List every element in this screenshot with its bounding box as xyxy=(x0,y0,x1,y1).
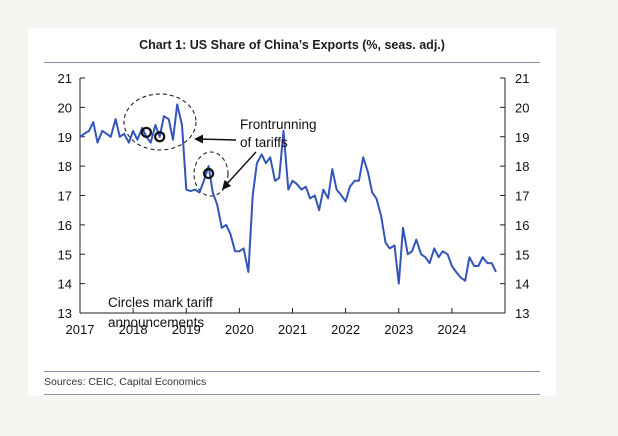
footer-divider xyxy=(44,394,540,395)
sources-divider xyxy=(44,371,540,372)
y-tick-label-left: 15 xyxy=(58,247,72,262)
x-tick-label: 2021 xyxy=(278,322,307,337)
arrowhead-lower xyxy=(222,180,231,190)
y-tick-label-right: 17 xyxy=(515,189,529,204)
frontrunning-arrow-lower xyxy=(224,151,257,187)
frontrunning-label-line2: of tariffs xyxy=(240,135,288,150)
title-divider xyxy=(44,62,540,63)
tariff-markers xyxy=(140,126,215,180)
x-tick-label: 2023 xyxy=(384,322,413,337)
tariff-marker-circle xyxy=(202,167,215,180)
circles-label-line2: announcements xyxy=(108,315,204,330)
circles-label-line1: Circles mark tariff xyxy=(108,295,213,310)
arrowhead-upper xyxy=(194,134,203,144)
sources-note: Sources: CEIC, Capital Economics xyxy=(44,376,207,388)
frontrunning-arrow-upper xyxy=(197,138,237,141)
series-line xyxy=(79,103,497,285)
x-axis-ticks: 2017 2018 2019 2020 2021 2022 2023 2024 xyxy=(66,308,506,337)
x-tick-label: 2020 xyxy=(225,322,254,337)
y-tick-label-right: 19 xyxy=(515,130,529,145)
chart-card: Chart 1: US Share of China’s Exports (%,… xyxy=(28,28,556,396)
y-tick-label-left: 17 xyxy=(58,189,72,204)
x-tick-label: 2024 xyxy=(437,322,466,337)
y-axis-left-ticks: 21 20 19 18 17 16 15 14 13 xyxy=(58,71,85,321)
frontrunning-ellipse-2019 xyxy=(193,151,229,197)
y-tick-label-right: 15 xyxy=(515,247,529,262)
y-tick-label-left: 21 xyxy=(58,71,72,86)
x-tick-label: 2017 xyxy=(66,322,95,337)
y-tick-label-left: 18 xyxy=(58,159,72,174)
y-tick-label-right: 16 xyxy=(515,218,529,233)
y-tick-label-right: 14 xyxy=(515,277,529,292)
y-tick-label-left: 20 xyxy=(58,100,72,115)
y-tick-label-left: 13 xyxy=(58,306,72,321)
y-axis-right-ticks: 21 20 19 18 17 16 15 14 13 xyxy=(500,71,529,321)
y-tick-label-right: 21 xyxy=(515,71,529,86)
y-tick-label-right: 20 xyxy=(515,100,529,115)
x-tick-label: 2019 xyxy=(172,322,201,337)
x-tick-label: 2018 xyxy=(119,322,148,337)
tariff-marker-circle xyxy=(154,131,166,143)
y-tick-label-left: 19 xyxy=(58,130,72,145)
tariff-marker-circle xyxy=(140,126,153,138)
chart-axes xyxy=(79,78,506,314)
frontrunning-ellipse-2018 xyxy=(123,93,197,151)
annotation-shapes xyxy=(123,93,257,197)
y-tick-label-right: 13 xyxy=(515,306,529,321)
y-tick-label-left: 14 xyxy=(58,277,72,292)
frontrunning-label-line1: Frontrunning xyxy=(240,117,317,132)
y-tick-label-left: 16 xyxy=(58,218,72,233)
y-tick-label-right: 18 xyxy=(515,159,529,174)
chart-title: Chart 1: US Share of China’s Exports (%,… xyxy=(139,38,445,52)
x-tick-label: 2022 xyxy=(331,322,360,337)
